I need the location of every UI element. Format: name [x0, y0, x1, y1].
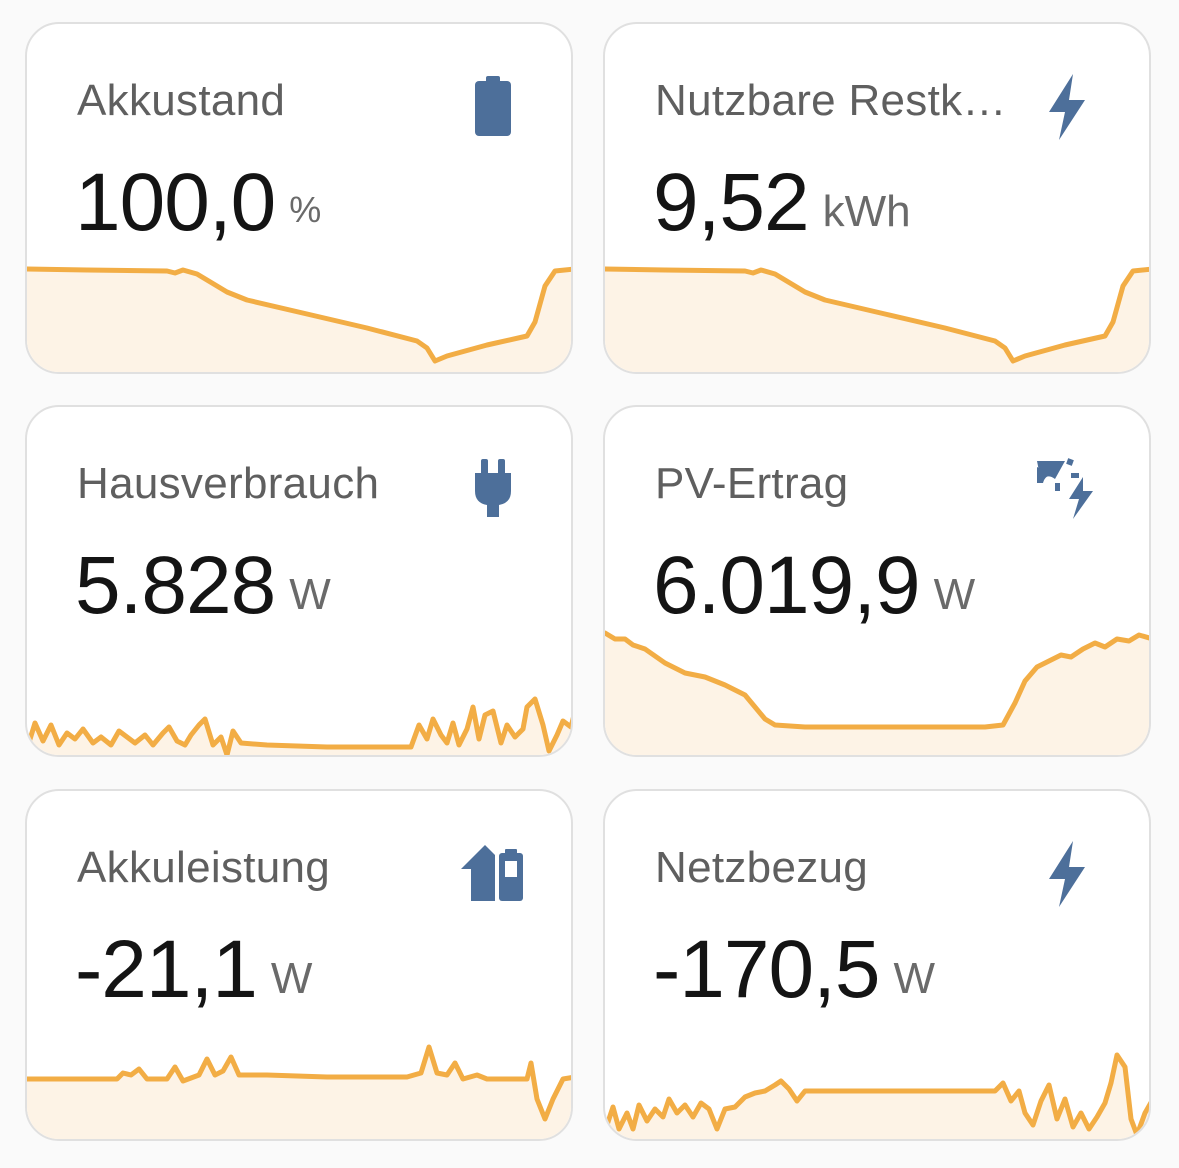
state-unit: W	[289, 570, 331, 619]
battery-icon	[473, 74, 537, 138]
value-row: 9,52 kWh	[653, 162, 911, 244]
state-unit: kWh	[822, 187, 911, 236]
lightning-bolt-icon	[1045, 841, 1109, 907]
value-row: 5.828 W	[75, 545, 331, 627]
state-value: -170,5	[653, 924, 881, 1015]
history-sparkline	[27, 266, 571, 372]
power-plug-icon	[473, 457, 537, 521]
value-row: 6.019,9 W	[653, 545, 975, 627]
value-row: -21,1 W	[75, 929, 312, 1011]
history-sparkline	[27, 1044, 571, 1139]
value-row: -170,5 W	[653, 929, 935, 1011]
card-hausverbrauch[interactable]: Hausverbrauch 5.828 W	[25, 405, 573, 757]
card-title: PV-Ertrag	[655, 459, 849, 508]
history-sparkline	[605, 630, 1149, 755]
state-unit: W	[933, 570, 976, 619]
card-title: Akkustand	[77, 76, 286, 125]
card-restkapazitaet[interactable]: Nutzbare Restk… 9,52 kWh	[603, 22, 1151, 374]
state-unit: W	[893, 954, 936, 1003]
state-value: 5.828	[75, 540, 276, 631]
history-sparkline	[605, 266, 1149, 372]
home-battery-icon	[461, 841, 527, 905]
state-unit: %	[289, 189, 322, 230]
card-title: Netzbezug	[655, 843, 869, 892]
card-netzbezug[interactable]: Netzbezug -170,5 W	[603, 789, 1151, 1141]
card-title: Akkuleistung	[77, 843, 331, 892]
card-akkustand[interactable]: Akkustand 100,0%	[25, 22, 573, 374]
lightning-bolt-icon	[1045, 74, 1109, 140]
state-value: 100,0	[75, 157, 276, 248]
state-value: 6.019,9	[653, 540, 921, 631]
card-akkuleistung[interactable]: Akkuleistung -21,1 W	[25, 789, 573, 1141]
card-title: Hausverbrauch	[77, 459, 380, 508]
state-value: 9,52	[653, 157, 810, 248]
state-value: -21,1	[75, 924, 258, 1015]
history-sparkline	[27, 696, 571, 755]
history-sparkline	[605, 1052, 1149, 1139]
solar-power-icon	[1035, 457, 1101, 521]
value-row: 100,0%	[75, 162, 321, 244]
state-unit: W	[270, 954, 313, 1003]
card-pv-ertrag[interactable]: PV-Ertrag 6.019,9 W	[603, 405, 1151, 757]
card-title: Nutzbare Restk…	[655, 76, 1007, 125]
